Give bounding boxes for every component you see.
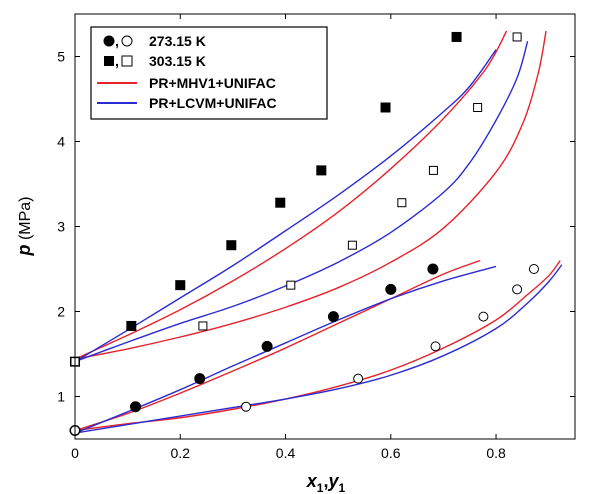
x-axis-title: x1,y1 [306, 471, 346, 494]
lcvm-curve [75, 41, 529, 363]
data-point-273-liquid [427, 263, 439, 275]
data-point-273-liquid [130, 401, 142, 413]
mhv1-curve [75, 30, 508, 360]
data-point-303-liquid [380, 102, 391, 113]
data-point-303-vapor [473, 103, 483, 112]
x-axis-var2: y [328, 471, 340, 491]
model-curves [75, 30, 563, 434]
x-axis-sub2: 1 [339, 481, 346, 494]
y-tick-label: 1 [57, 389, 65, 405]
mhv1-curve [75, 260, 561, 432]
data-point-303-vapor [198, 321, 208, 331]
legend: , 273.15 K , 303.15 K PR+MHV1+UNIFAC PR+… [90, 26, 328, 120]
data-point-303-vapor [428, 165, 438, 175]
x-tick-label: 0.8 [486, 445, 506, 461]
lcvm-curve [75, 264, 563, 434]
data-point-303-liquid [451, 31, 462, 42]
data-point-273-liquid [261, 340, 273, 352]
data-point-303-liquid [275, 197, 286, 208]
data-point-273-vapor [353, 373, 364, 384]
legend-label-303: 303.15 K [149, 53, 206, 69]
x-tick-label: 0 [71, 445, 79, 461]
data-point-273-vapor [512, 284, 523, 295]
mhv1-curve [75, 30, 547, 360]
x-axis-sep: , [323, 471, 328, 491]
legend-label-lcvm: PR+LCVM+UNIFAC [149, 95, 277, 111]
data-point-273-liquid [194, 373, 206, 385]
y-axis: 1 2 3 4 5 [57, 49, 575, 405]
data-point-303-liquid [175, 280, 186, 291]
data-point-273-liquid [327, 311, 339, 323]
lcvm-curve [75, 49, 497, 363]
legend-label-273: 273.15 K [149, 33, 206, 49]
data-point-303-vapor [286, 280, 296, 290]
data-point-273-vapor [430, 341, 441, 352]
legend-label-mhv1: PR+MHV1+UNIFAC [149, 75, 276, 91]
data-point-273-vapor [528, 264, 539, 274]
data-point-303-vapor [397, 198, 407, 208]
x-axis: 0 0.2 0.4 0.6 0.8 [71, 14, 506, 461]
data-point-303-liquid [126, 320, 137, 331]
legend-square-open-icon [121, 55, 133, 67]
x-tick-label: 0.2 [171, 445, 191, 461]
legend-sep-1: , [115, 33, 119, 49]
y-tick-label: 2 [57, 304, 65, 320]
lcvm-curve [75, 265, 497, 434]
data-point-303-liquid [316, 165, 327, 176]
y-tick-label: 3 [57, 219, 65, 235]
data-point-273-liquid [385, 283, 397, 295]
x-tick-label: 0.4 [276, 445, 296, 461]
legend-sep-2: , [115, 53, 119, 69]
y-tick-label: 4 [57, 134, 65, 150]
y-axis-unit: (MPa) [17, 197, 34, 245]
y-tick-label: 5 [57, 49, 65, 65]
data-point-273-vapor [241, 401, 252, 412]
data-point-303-liquid [226, 240, 237, 251]
data-point-273-vapor [478, 311, 489, 322]
data-point-303-vapor [347, 240, 357, 250]
legend-square-filled-icon [104, 56, 114, 66]
y-axis-var: p [14, 245, 34, 257]
data-point-303-vapor [512, 32, 522, 42]
x-axis-var1: x [306, 471, 318, 491]
legend-circle-filled-icon [103, 35, 115, 47]
legend-circle-open-icon [121, 35, 133, 47]
mhv1-curve [75, 259, 481, 432]
x-tick-label: 0.6 [381, 445, 401, 461]
y-axis-title: p (MPa) [14, 197, 34, 257]
x-axis-sub1: 1 [317, 481, 324, 494]
